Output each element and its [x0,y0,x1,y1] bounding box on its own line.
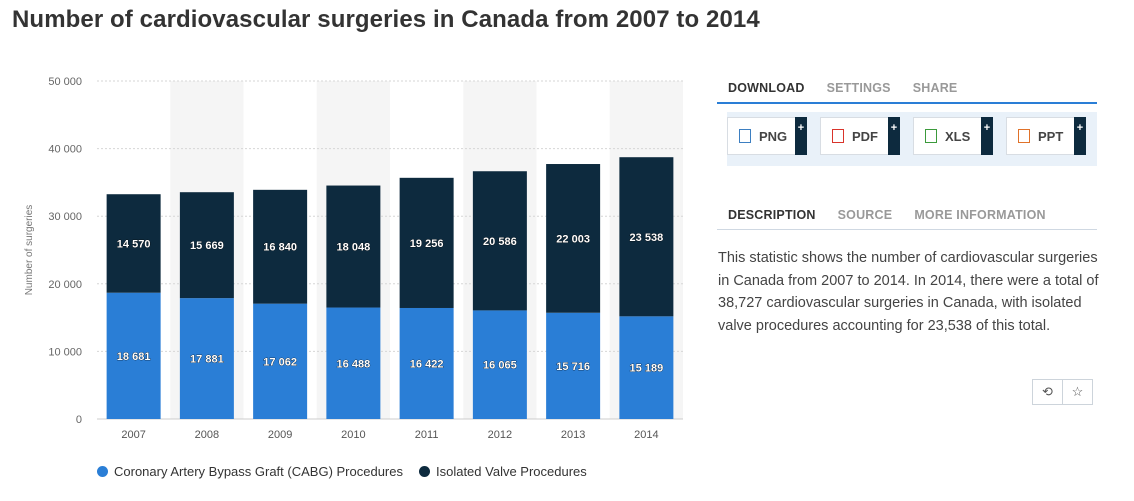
bar-valve [472,171,527,311]
legend-item-cabg[interactable]: Coronary Artery Bypass Graft (CABG) Proc… [97,464,403,479]
bar-value-label: 16 422 [410,358,444,370]
y-tick-label: 30 000 [48,211,82,223]
plus-icon: + [981,117,993,155]
bar-cabg [326,307,381,419]
bar-valve [179,192,234,299]
tab-download[interactable]: DOWNLOAD [728,81,805,95]
description-text: This statistic shows the number of cardi… [718,250,1099,334]
bar-cabg [399,307,454,419]
info-tabs: DESCRIPTION SOURCE MORE INFORMATION [717,201,1097,230]
tab-source[interactable]: SOURCE [837,208,893,222]
bar-value-label: 17 881 [190,354,224,366]
tab-description[interactable]: DESCRIPTION [728,208,816,222]
bar-value-label: 15 669 [190,240,224,252]
bar-cabg [546,312,601,419]
bar-value-label: 16 488 [337,358,371,370]
bar-value-label: 14 570 [117,238,151,250]
y-tick-label: 50 000 [48,76,82,88]
legend-item-valve[interactable]: Isolated Valve Procedures [418,464,587,479]
x-tick-label: 2009 [268,429,292,441]
download-png-button[interactable]: PNG + [727,117,807,155]
bar-value-label: 15 189 [630,363,664,375]
legend-label-valve: Isolated Valve Procedures [435,464,587,479]
star-icon: ☆ [1071,384,1084,399]
bar-cabg [472,310,527,419]
bar-value-label: 18 048 [337,242,371,254]
x-tick-label: 2014 [634,429,658,441]
history-button[interactable]: ⟲ [1032,379,1063,405]
bar-cabg [106,292,161,419]
stacked-bar-chart: 0 10 000 20 000 30 000 40 000 50 000 Number of… [24,76,683,441]
tab-more-information[interactable]: MORE INFORMATION [914,208,1046,222]
download-ppt-button[interactable]: PPT + [1006,117,1086,155]
tab-share[interactable]: SHARE [912,81,958,95]
bar-value-label: 16 840 [263,242,297,254]
legend-dot-cabg [97,466,108,477]
download-ppt-label: PPT [1038,128,1064,144]
download-xls-button[interactable]: XLS + [913,117,993,155]
bar-value-label: 22 003 [556,233,590,245]
png-file-icon [739,129,751,143]
download-xls-label: XLS [945,128,971,144]
bar-valve [253,189,308,304]
legend-label-cabg: Coronary Artery Bypass Graft (CABG) Proc… [114,464,403,479]
bar-cabg [619,316,674,419]
plus-icon: + [1074,117,1086,155]
download-pdf-label: PDF [852,128,878,144]
xls-file-icon [925,129,937,143]
y-tick-label: 40 000 [48,144,82,156]
download-png-label: PNG [759,128,788,144]
favorite-button[interactable]: ☆ [1062,379,1093,405]
x-tick-label: 2010 [341,429,365,441]
export-tabs: DOWNLOAD SETTINGS SHARE [717,74,1097,104]
bar-value-label: 20 586 [483,236,517,248]
bar-value-label: 15 716 [556,361,590,373]
tab-settings[interactable]: SETTINGS [826,81,891,95]
bar-value-label: 19 256 [410,238,444,250]
plus-icon: + [795,117,807,155]
x-tick-label: 2008 [195,429,219,441]
y-axis-title: Number of surgeries [24,205,35,296]
x-tick-label: 2011 [415,429,439,441]
action-buttons: ⟲ ☆ [1032,379,1093,405]
bar-valve [326,185,381,308]
x-tick-label: 2007 [121,429,145,441]
bar-value-label: 18 681 [117,351,151,363]
plus-icon: + [888,117,900,155]
x-tick-label: 2013 [561,429,585,441]
x-tick-label: 2012 [488,429,512,441]
bar-valve [106,194,161,293]
bar-value-label: 23 538 [630,232,664,244]
download-pdf-button[interactable]: PDF + [820,117,900,155]
pdf-file-icon [832,129,844,143]
y-tick-label: 20 000 [48,279,82,291]
y-tick-label: 0 [76,414,82,426]
bar-cabg [179,298,234,419]
bar-cabg [253,303,308,419]
ppt-file-icon [1018,129,1030,143]
legend-dot-valve [418,466,430,477]
y-tick-label: 10 000 [48,346,82,358]
bar-valve [619,157,674,317]
bar-value-label: 17 062 [263,356,297,368]
bar-valve [399,177,454,308]
history-icon: ⟲ [1042,384,1053,399]
download-panel: PNG + PDF + XLS + PPT + [727,112,1097,166]
chart-legend: Coronary Artery Bypass Graft (CABG) Proc… [97,464,587,479]
bar-value-label: 16 065 [483,360,517,372]
bar-valve [546,164,601,313]
page-title: Number of cardiovascular surgeries in Ca… [12,6,760,33]
